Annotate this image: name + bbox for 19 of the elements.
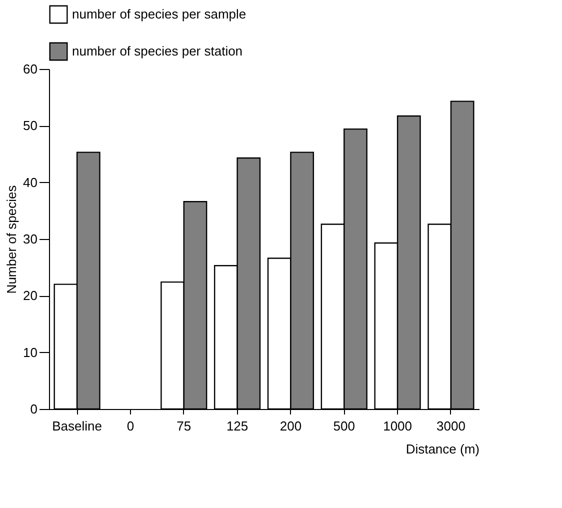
x-tick-label: 1000: [383, 418, 412, 434]
y-tick-label: 30: [23, 232, 38, 246]
x-tick-label: 3000: [436, 418, 466, 434]
x-tick-label: 0: [126, 418, 134, 434]
y-tick-label: 40: [23, 174, 38, 190]
y-tick-label: 50: [23, 118, 38, 134]
y-tick-label: 0: [30, 402, 38, 416]
x-tick-label: 200: [280, 418, 302, 434]
y-axis-title: Number of species: [4, 184, 20, 294]
legend-label: number of species per sample: [72, 6, 246, 22]
y-tick-label: 60: [23, 62, 38, 76]
legend-label: number of species per station: [72, 44, 243, 58]
y-tick-label: 20: [23, 288, 38, 304]
x-tick-label: 125: [226, 418, 248, 434]
x-tick-label: 75: [176, 418, 192, 434]
x-tick-label: 500: [333, 418, 355, 434]
x-tick-label: Baseline: [52, 418, 102, 434]
x-axis-title: Distance (m): [406, 442, 480, 456]
y-tick-label: 10: [23, 344, 38, 360]
